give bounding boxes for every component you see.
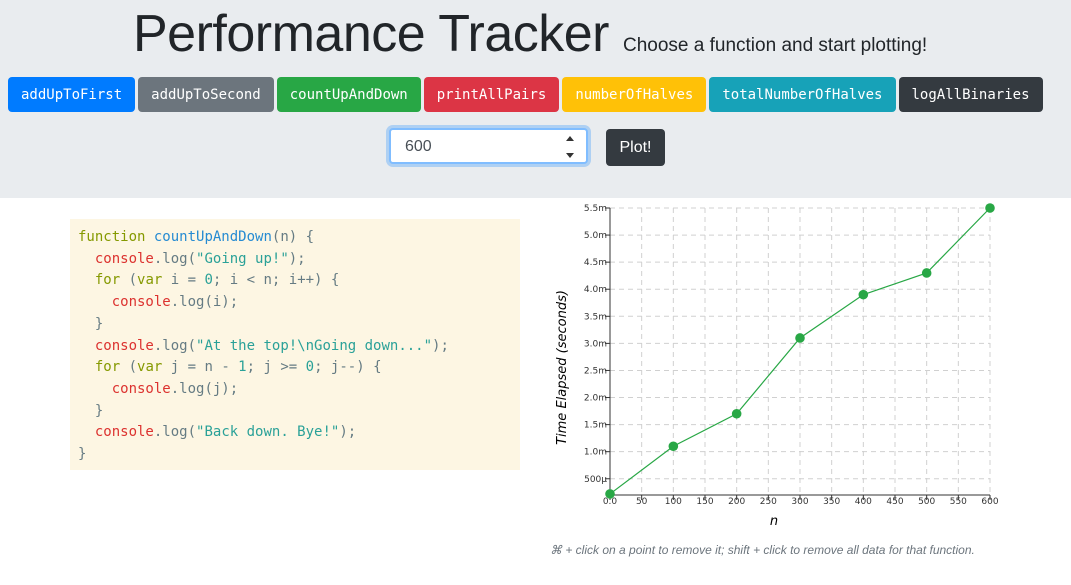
x-tick-label: 100 bbox=[665, 497, 682, 507]
y-tick-label: 1.0m bbox=[584, 448, 607, 458]
add-up-to-second-button[interactable]: addUpToSecond bbox=[138, 77, 274, 112]
data-point[interactable] bbox=[985, 203, 995, 213]
add-up-to-first-button[interactable]: addUpToFirst bbox=[8, 77, 136, 112]
header: Performance Tracker Choose a function an… bbox=[0, 0, 1071, 198]
y-tick-label: 1.5m bbox=[584, 421, 607, 431]
data-point[interactable] bbox=[795, 333, 805, 343]
code-line: for (var j = n - 1; j >= 0; j--) { bbox=[94, 359, 382, 376]
y-axis-title: Time Elapsed (seconds) bbox=[555, 290, 570, 445]
y-tick-label: 3.0m bbox=[584, 339, 607, 349]
data-point[interactable] bbox=[858, 289, 869, 300]
x-tick-label: 400 bbox=[855, 497, 872, 507]
x-tick-label: 350 bbox=[823, 497, 840, 507]
x-tick-label: 450 bbox=[886, 497, 903, 507]
x-tick-label: 50 bbox=[636, 497, 648, 507]
code-line: for (var i = 0; i < n; i++) { bbox=[94, 272, 340, 289]
page-title: Performance Tracker bbox=[133, 5, 610, 63]
performance-chart: 500μ 1.0m 1.5m 2.0m 2.5m 3.0m 3.5m 4.0m 4.5m 5.0m… bbox=[555, 203, 999, 529]
count-up-and-down-button[interactable]: countUpAndDown bbox=[276, 77, 421, 112]
plot-button[interactable]: Plot! bbox=[606, 129, 665, 166]
page-subtitle: Choose a function and start plotting! bbox=[623, 35, 928, 56]
x-tick-label: 300 bbox=[791, 497, 808, 507]
code-line: console.log("Back down. Bye!"); bbox=[94, 424, 357, 441]
code-line: } bbox=[78, 402, 104, 419]
chart-footnote: ⌘ + click on a point to remove it; shift… bbox=[550, 543, 975, 557]
number-of-halves-button[interactable]: numberOfHalves bbox=[562, 77, 707, 112]
code-line: console.log("At the top!\nGoing down..."… bbox=[94, 337, 449, 354]
spinner-down-icon[interactable] bbox=[566, 153, 574, 158]
y-tick-label: 2.0m bbox=[584, 394, 607, 404]
y-tick-label: 5.0m bbox=[584, 231, 607, 241]
function-button-row: addUpToFirst addUpToSecond countUpAndDow… bbox=[8, 77, 1043, 112]
x-tick-label: 550 bbox=[950, 497, 967, 507]
y-tick-label: 4.5m bbox=[584, 258, 607, 268]
y-tick-label: 5.5m bbox=[584, 204, 607, 214]
code-line: console.log(j); bbox=[111, 380, 239, 397]
x-tick-label: 250 bbox=[760, 497, 777, 507]
code-block: function countUpAndDown(n) { console.log… bbox=[70, 219, 520, 470]
log-all-binaries-button[interactable]: logAllBinaries bbox=[898, 77, 1043, 112]
data-point[interactable] bbox=[921, 268, 932, 278]
total-number-of-halves-button[interactable]: totalNumberOfHalves bbox=[709, 77, 896, 112]
x-tick-label: 0.0 bbox=[603, 497, 618, 507]
code-line: console.log("Going up!"); bbox=[94, 250, 306, 267]
code-line: } bbox=[78, 315, 104, 332]
x-tick-label: 200 bbox=[728, 497, 745, 507]
data-point[interactable] bbox=[605, 489, 615, 499]
print-all-pairs-button[interactable]: printAllPairs bbox=[423, 77, 560, 112]
y-tick-label: 2.5m bbox=[584, 366, 607, 376]
x-tick-label: 500 bbox=[918, 497, 935, 507]
data-point[interactable] bbox=[668, 441, 679, 452]
y-tick-label: 500μ bbox=[584, 475, 607, 485]
y-tick-label: 4.0m bbox=[584, 285, 607, 295]
x-tick-label: 600 bbox=[981, 497, 998, 507]
spinner-up-icon[interactable] bbox=[566, 136, 574, 141]
x-axis-title: n bbox=[770, 514, 778, 529]
x-tick-label: 150 bbox=[696, 497, 713, 507]
n-input-wrapper bbox=[389, 128, 588, 164]
title-row: Performance Tracker Choose a function an… bbox=[133, 4, 927, 64]
n-input[interactable] bbox=[403, 137, 557, 157]
y-tick-label: 3.5m bbox=[584, 312, 607, 322]
code-line: console.log(i); bbox=[111, 294, 239, 311]
data-point[interactable] bbox=[731, 408, 742, 419]
number-spinner[interactable] bbox=[564, 136, 576, 158]
code-line: function countUpAndDown(n) { bbox=[78, 229, 315, 245]
code-line: } bbox=[78, 446, 87, 463]
